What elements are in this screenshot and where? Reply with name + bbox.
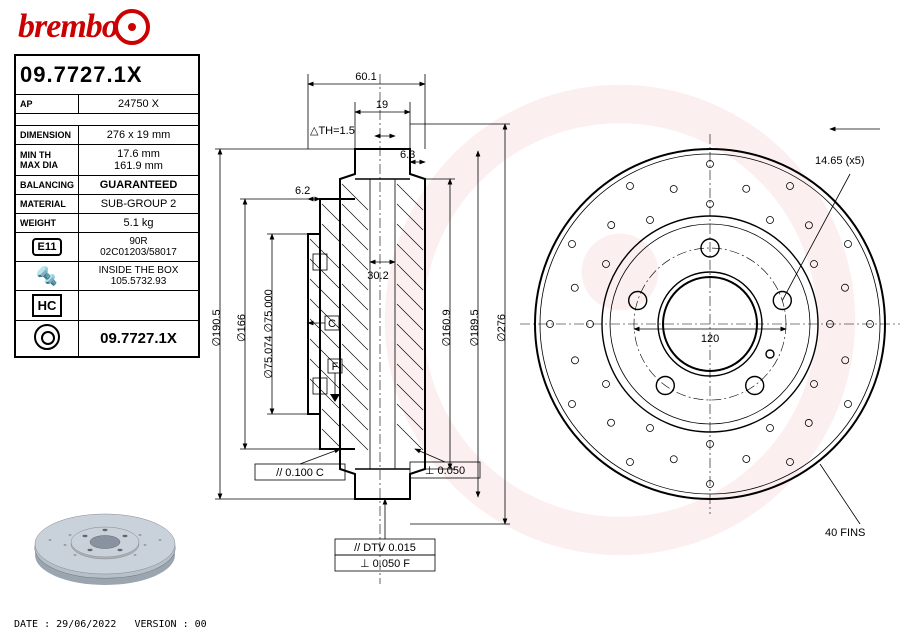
repeat-part: 09.7727.1X: [79, 321, 200, 358]
e11-value: 90R 02C01203/58017: [79, 233, 200, 262]
section-view: 60.1 19 △TH=1.5 6.3 6.2 30.2 ∅190.5 ∅166…: [211, 71, 510, 584]
svg-text:∅276: ∅276: [496, 314, 508, 342]
svg-text:60.1: 60.1: [355, 71, 376, 83]
svg-text:6.2: 6.2: [295, 185, 310, 197]
footer: DATE : 29/06/2022 VERSION : 00: [14, 619, 207, 630]
material-value: SUB-GROUP 2: [79, 195, 200, 214]
svg-text:40 FINS: 40 FINS: [825, 527, 865, 539]
svg-text:// DTV 0.015: // DTV 0.015: [354, 542, 416, 554]
minth-label: MIN TH MAX DIA: [15, 145, 79, 176]
svg-text:19: 19: [376, 99, 388, 111]
svg-text:30.2: 30.2: [367, 270, 388, 282]
svg-text:∅166: ∅166: [236, 314, 248, 342]
box-value: 105.5732.93: [111, 276, 167, 287]
balancing-label: BALANCING: [15, 176, 79, 195]
svg-text:∅189.5: ∅189.5: [469, 309, 481, 346]
e11-icon: E11: [32, 238, 63, 256]
svg-text:C: C: [328, 318, 336, 330]
disc-icon: [34, 324, 60, 350]
dimension-label: DIMENSION: [15, 126, 79, 145]
date-value: 29/06/2022: [56, 619, 116, 630]
technical-drawing: 60.1 19 △TH=1.5 6.3 6.2 30.2 ∅190.5 ∅166…: [200, 54, 900, 614]
spec-table: 09.7727.1X AP24750 X DIMENSION276 x 19 m…: [14, 54, 200, 358]
weight-value: 5.1 kg: [79, 214, 200, 233]
version-value: 00: [195, 619, 207, 630]
minth-value: 17.6 mm 161.9 mm: [79, 145, 200, 176]
svg-text:F: F: [332, 361, 339, 373]
svg-text:⊥ 0.050 F: ⊥ 0.050 F: [360, 558, 410, 570]
brand-logo: brembo: [18, 8, 150, 47]
balancing-value: GUARANTEED: [79, 176, 200, 195]
version-label: VERSION :: [134, 619, 188, 630]
front-view: 14.65 (x5) 120 40 FINS: [520, 129, 900, 539]
disc-thumbnail: [20, 500, 190, 600]
svg-text:120: 120: [701, 333, 719, 345]
dimension-value: 276 x 19 mm: [79, 126, 200, 145]
svg-text:∅75.074 ∅75.000: ∅75.074 ∅75.000: [263, 289, 275, 379]
svg-text:⊥ 0.050: ⊥ 0.050: [425, 465, 465, 477]
material-label: MATERIAL: [15, 195, 79, 214]
svg-text:∅190.5: ∅190.5: [211, 309, 223, 346]
svg-text:△TH=1.5: △TH=1.5: [310, 125, 355, 137]
screw-icon: 🔩: [36, 266, 58, 286]
ap-value: 24750 X: [79, 95, 200, 114]
part-number: 09.7727.1X: [15, 55, 199, 95]
weight-label: WEIGHT: [15, 214, 79, 233]
svg-text:∅160.9: ∅160.9: [441, 309, 453, 346]
svg-text:// 0.100 C: // 0.100 C: [276, 467, 324, 479]
box-label: INSIDE THE BOX: [99, 265, 179, 276]
date-label: DATE :: [14, 619, 50, 630]
ap-label: AP: [15, 95, 79, 114]
svg-text:14.65 (x5): 14.65 (x5): [815, 155, 865, 167]
hc-icon: HC: [32, 294, 63, 317]
svg-text:6.3: 6.3: [400, 149, 415, 161]
